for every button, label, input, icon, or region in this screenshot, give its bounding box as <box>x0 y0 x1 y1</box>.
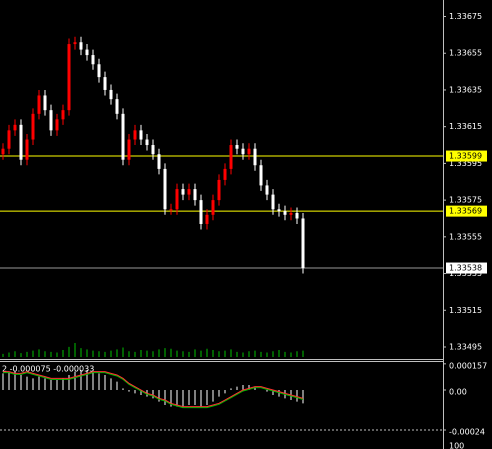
price-marker-label: 1.33569 <box>449 207 482 216</box>
candle-body <box>97 64 101 78</box>
candle-body <box>247 148 251 155</box>
candle-body <box>223 168 227 180</box>
y-tick-label: 1.33515 <box>449 306 482 315</box>
y-tick-label: 1.33575 <box>449 196 482 205</box>
y2-tick-label: 0.00 <box>449 388 467 397</box>
candle-body <box>289 212 293 215</box>
candle-body <box>85 49 89 56</box>
candle-body <box>181 189 185 195</box>
candle-body <box>61 110 65 120</box>
candle-body <box>19 124 23 160</box>
candle-body <box>13 124 17 131</box>
price-marker <box>446 150 487 162</box>
y-tick-label: 1.33655 <box>449 49 482 58</box>
y-tick-label: 1.33535 <box>449 269 482 278</box>
candle-body <box>73 42 77 45</box>
price-marker-label: 1.33538 <box>449 264 482 273</box>
signal-line-shadow <box>3 372 304 409</box>
candle-body <box>283 211 287 215</box>
candle-body <box>91 55 95 65</box>
candle-body <box>235 145 239 149</box>
y2-tick-label: 0.000157 <box>449 361 487 370</box>
y-tick-label: 1.33635 <box>449 85 482 94</box>
candle-body <box>259 165 263 186</box>
indicator-label: 2 -0.000075 -0.000033 <box>2 365 94 374</box>
y-tick-label: 1.33555 <box>449 232 482 241</box>
candle-body <box>1 148 5 155</box>
candle-body <box>37 95 41 114</box>
y-tick-label: 1.33495 <box>449 342 482 351</box>
candle-body <box>229 145 233 169</box>
y-tick-label: 1.33675 <box>449 12 482 21</box>
candle-body <box>253 148 257 166</box>
y2-tick-label: -0.00024 <box>449 428 485 437</box>
signal-line <box>3 371 304 408</box>
candle-body <box>103 77 107 90</box>
price-marker <box>446 205 487 217</box>
candle-body <box>163 168 167 210</box>
candle-body <box>295 212 299 219</box>
candle-body <box>151 145 155 155</box>
candle-body <box>127 139 131 160</box>
candle-body <box>277 209 281 212</box>
candle-body <box>205 214 209 224</box>
bottom-label: 100 <box>449 442 464 449</box>
candle-body <box>265 185 269 195</box>
price-marker-label: 1.33599 <box>449 152 482 161</box>
candle-body <box>115 99 119 114</box>
candle-body <box>43 95 47 111</box>
candle-body <box>193 189 197 201</box>
candle-body <box>55 119 59 131</box>
candle-body <box>121 113 125 160</box>
candle-body <box>301 218 305 269</box>
candle-body <box>133 130 137 140</box>
candle-body <box>109 89 113 100</box>
candle-body <box>157 154 161 169</box>
candle-body <box>175 189 179 210</box>
y-tick-label: 1.33595 <box>449 159 482 168</box>
candle-body <box>211 200 215 215</box>
candle-body <box>31 113 35 140</box>
y-tick-label: 1.33615 <box>449 122 482 131</box>
candle-body <box>241 148 245 155</box>
candle-body <box>199 200 203 224</box>
candle-body <box>139 130 143 140</box>
candle-body <box>7 130 11 149</box>
candle-body <box>187 189 191 195</box>
candle-body <box>169 209 173 211</box>
candle-body <box>67 44 71 111</box>
candle-body <box>271 194 275 210</box>
candle-body <box>79 42 83 50</box>
price-marker <box>446 262 487 274</box>
candle-body <box>145 139 149 146</box>
candle-body <box>49 110 53 131</box>
candle-body <box>217 179 221 201</box>
candle-body <box>25 139 29 160</box>
